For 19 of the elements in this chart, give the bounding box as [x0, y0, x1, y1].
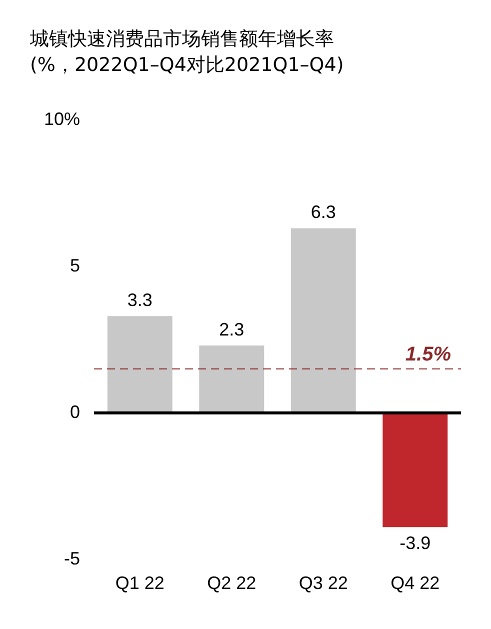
- bar: [199, 345, 264, 413]
- x-tick-label: Q2 22: [207, 573, 256, 594]
- data-label: -3.9: [400, 533, 431, 554]
- ref-line-label: 1.5%: [405, 343, 452, 366]
- y-tick-label: 5: [70, 255, 80, 276]
- bar: [107, 316, 172, 413]
- x-tick-label: Q1 22: [115, 573, 164, 594]
- data-label: 2.3: [219, 319, 244, 340]
- y-tick-label: 0: [70, 402, 80, 422]
- bar: [290, 228, 356, 413]
- x-tick-label: Q4 22: [390, 573, 440, 594]
- chart-subtitle: (%，2022Q1–Q4对比2021Q1–Q4): [30, 53, 344, 78]
- chart-title: 城镇快速消费品市场销售额年增长率: [30, 27, 335, 52]
- data-label: 6.3: [310, 202, 336, 222]
- bar: [382, 412, 448, 528]
- y-tick-label: -5: [64, 548, 80, 568]
- data-label: 3.3: [127, 290, 152, 310]
- x-tick-label: Q3 22: [298, 573, 348, 594]
- y-tick-label: 10%: [44, 108, 80, 129]
